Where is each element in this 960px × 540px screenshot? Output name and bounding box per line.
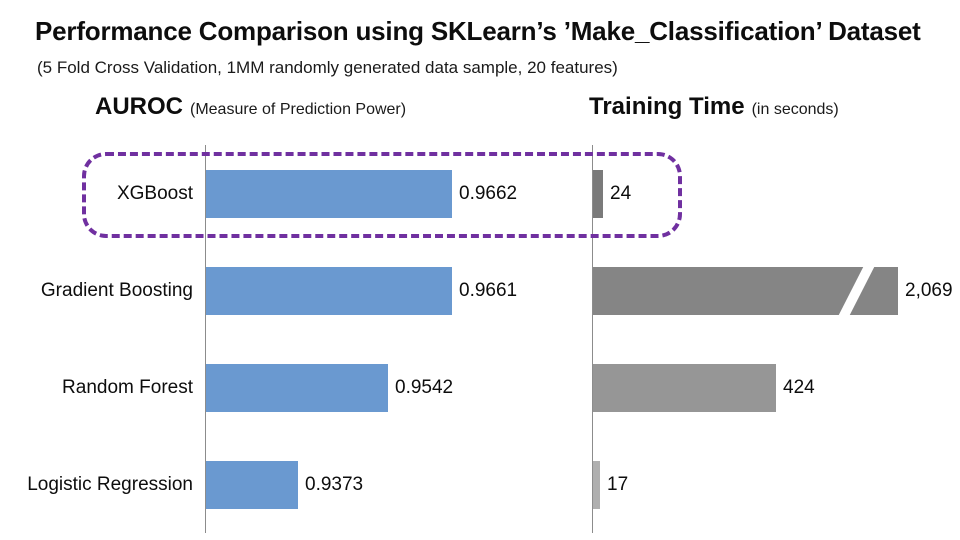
auroc-bar-gradient-boosting — [206, 267, 452, 315]
auroc-bar-logistic-regression — [206, 461, 298, 509]
auroc-panel-header: AUROC (Measure of Prediction Power) — [95, 93, 406, 121]
time-bar-gradient-boosting — [593, 267, 898, 315]
auroc-value-random-forest: 0.9542 — [395, 377, 454, 398]
time-bar-random-forest — [593, 364, 776, 412]
category-label-xgboost: XGBoost — [116, 183, 193, 204]
time-bar-logistic-regression — [593, 461, 600, 509]
auroc-axis-line — [205, 145, 206, 533]
page-title: Performance Comparison using SKLearn’s ’… — [35, 16, 921, 46]
auroc-value-gradient-boosting: 0.9661 — [459, 280, 518, 301]
auroc-value-xgboost: 0.9662 — [459, 183, 518, 204]
time-panel-header: Training Time (in seconds) — [589, 93, 839, 121]
auroc-bar-xgboost — [206, 170, 452, 218]
time-panel-subtitle: (in seconds) — [751, 101, 839, 118]
auroc-bar-random-forest — [206, 364, 388, 412]
time-value-random-forest: 424 — [783, 377, 815, 398]
time-value-xgboost: 24 — [610, 183, 632, 204]
page-subtitle: (5 Fold Cross Validation, 1MM randomly g… — [37, 58, 618, 77]
auroc-panel-subtitle: (Measure of Prediction Power) — [190, 101, 407, 118]
time-panel-title: Training Time — [589, 93, 745, 120]
category-label-random-forest: Random Forest — [62, 377, 193, 398]
time-value-gradient-boosting: 2,069 — [905, 280, 953, 301]
auroc-value-logistic-regression: 0.9373 — [305, 474, 364, 495]
auroc-panel-title: AUROC — [95, 93, 183, 120]
time-bar-axis-break-gradient-boosting — [835, 267, 878, 315]
xgboost-highlight-box — [82, 152, 682, 238]
category-label-logistic-regression: Logistic Regression — [27, 474, 193, 495]
category-label-gradient-boosting: Gradient Boosting — [40, 280, 193, 301]
time-axis-line — [592, 145, 593, 533]
time-value-logistic-regression: 17 — [607, 474, 629, 495]
time-bar-xgboost — [593, 170, 603, 218]
